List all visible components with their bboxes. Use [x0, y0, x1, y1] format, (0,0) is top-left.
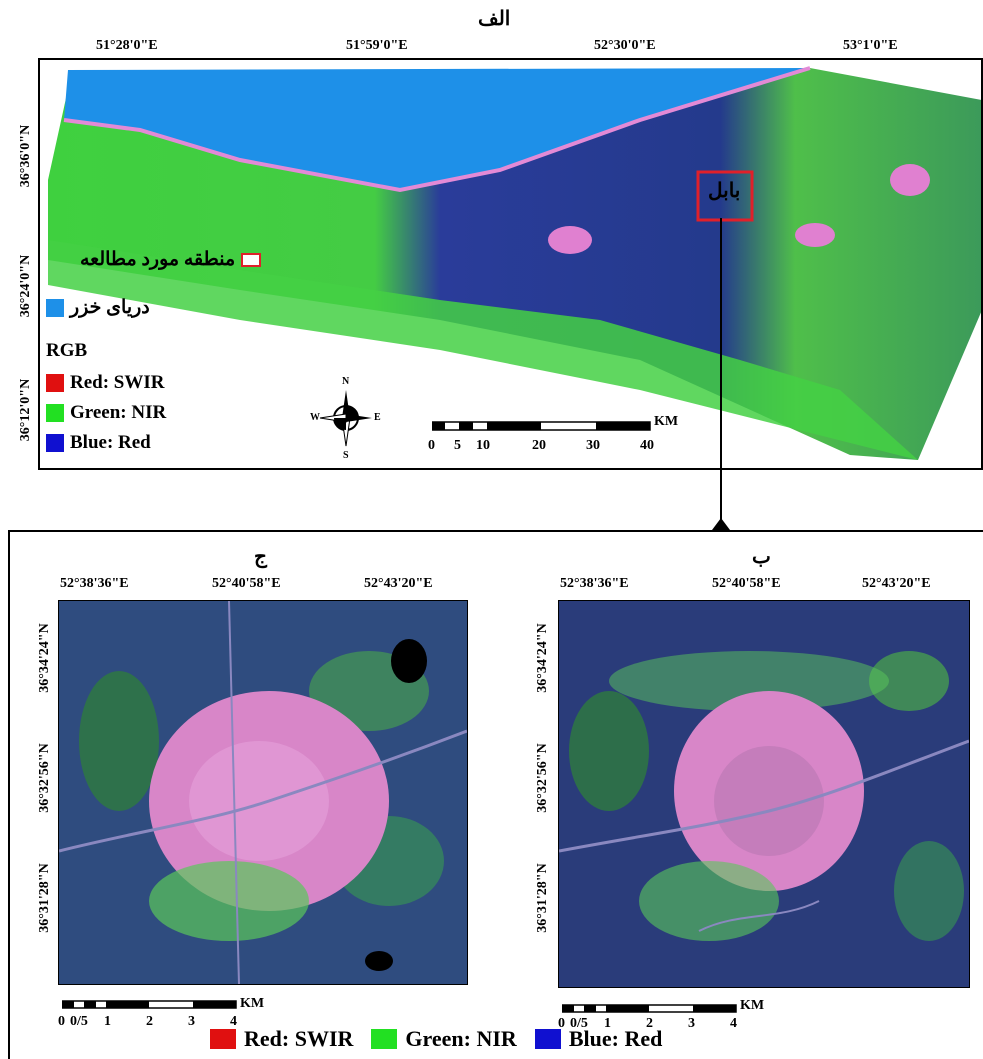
scale-a-tick: 30	[586, 438, 600, 453]
legend-red-label: Red: SWIR	[70, 372, 165, 393]
scale-a-tick: 0	[428, 438, 435, 453]
lat-label-3: 36°12'0"N	[18, 378, 33, 442]
urban-area	[890, 164, 930, 196]
scale-c-unit: KM	[240, 996, 265, 1011]
urban-area	[548, 226, 592, 254]
legend-caspian: دریای خزر	[46, 296, 150, 319]
bottom-red-swatch	[210, 1029, 236, 1049]
lon-label-3: 52°30'0"E	[594, 38, 656, 53]
scale-b-tick: 3	[688, 1016, 695, 1031]
caspian-sea	[64, 68, 810, 190]
panel-b-satellite-map	[559, 601, 969, 987]
b-lon-label-2: 52°40'58"E	[712, 576, 781, 591]
north-arrow-icon: N S W E	[310, 376, 382, 462]
legend-green: Green: NIR	[46, 402, 166, 424]
scale-bar-a	[432, 420, 652, 432]
c-lat-label-2: 36°32'56"N	[37, 743, 52, 813]
scale-b-tick: 0	[558, 1016, 565, 1031]
b-lat-label-2: 36°32'56"N	[535, 743, 550, 813]
red-swatch	[46, 374, 64, 392]
b-lon-label-3: 52°43'20"E	[862, 576, 931, 591]
panel-a-frame	[38, 58, 983, 470]
panel-c-frame	[58, 600, 468, 985]
city-label: بابل	[708, 180, 741, 202]
connector-arrow-icon	[712, 518, 730, 530]
study-area-box	[696, 170, 754, 222]
scale-b-tick: 0/5	[570, 1016, 588, 1031]
scale-b-unit: KM	[740, 998, 765, 1013]
scale-c-tick: 0/5	[70, 1014, 88, 1029]
lat-label-1: 36°36'0"N	[18, 124, 33, 188]
compass-n: N	[342, 376, 350, 387]
scale-bar-b	[562, 1004, 738, 1014]
scale-bar-c	[62, 1000, 238, 1010]
bottom-blue-label: Blue: Red	[568, 1026, 663, 1051]
legend-rgb-title: RGB	[46, 340, 88, 361]
scale-b-tick: 4	[730, 1016, 737, 1031]
lon-label-4: 53°1'0"E	[843, 38, 898, 53]
panel-c-satellite-map	[59, 601, 467, 984]
scale-b-tick: 2	[646, 1016, 653, 1031]
scale-c-tick: 0	[58, 1014, 65, 1029]
b-lon-label-1: 52°38'36"E	[560, 576, 629, 591]
bottom-blue-swatch	[534, 1029, 561, 1049]
urban-area	[795, 223, 835, 247]
scale-a-tick: 40	[640, 438, 654, 453]
c-lat-label-1: 36°34'24"N	[37, 623, 52, 693]
study-area-swatch	[241, 252, 262, 267]
green-swatch	[46, 404, 64, 422]
legend-study-area: منطقه مورد مطالعه	[80, 248, 262, 271]
panel-a-title: الف	[478, 8, 511, 30]
b-lat-label-1: 36°34'24"N	[535, 623, 550, 693]
bottom-green-label: Green: NIR	[405, 1026, 517, 1051]
legend-study-area-label: منطقه مورد مطالعه	[80, 249, 236, 270]
bottom-green-swatch	[371, 1029, 398, 1049]
scale-a-tick: 5	[454, 438, 461, 453]
lower-frame	[8, 530, 983, 1059]
c-lat-label-3: 36°31'28"N	[37, 863, 52, 933]
scale-a-tick: 20	[532, 438, 546, 453]
legend-blue: Blue: Red	[46, 432, 151, 454]
c-lon-label-1: 52°38'36"E	[60, 576, 129, 591]
c-lon-label-2: 52°40'58"E	[212, 576, 281, 591]
bottom-legend: Red: SWIR Green: NIR Blue: Red	[210, 1026, 662, 1052]
legend-caspian-label: دریای خزر	[70, 297, 150, 318]
legend-red: Red: SWIR	[46, 372, 164, 394]
b-lat-label-3: 36°31'28"N	[535, 863, 550, 933]
lat-label-2: 36°24'0"N	[18, 254, 33, 318]
scale-c-tick: 1	[104, 1014, 111, 1029]
legend-green-label: Green: NIR	[70, 402, 167, 423]
c-lon-label-3: 52°43'20"E	[364, 576, 433, 591]
legend-blue-label: Blue: Red	[70, 432, 151, 453]
connector-line	[720, 218, 722, 524]
water-body	[391, 639, 427, 683]
scale-a-tick: 10	[476, 438, 490, 453]
scale-c-tick: 3	[188, 1014, 195, 1029]
scale-a-unit: KM	[654, 414, 679, 429]
caspian-swatch	[46, 298, 64, 317]
panel-b-frame	[558, 600, 970, 988]
panel-c-title: ج	[254, 546, 267, 568]
blue-swatch	[46, 434, 64, 452]
bottom-red-label: Red: SWIR	[244, 1026, 354, 1051]
panel-b-title: ب	[752, 546, 771, 568]
scale-b-tick: 1	[604, 1016, 611, 1031]
compass-w: W	[310, 412, 320, 423]
panel-a-satellite-map	[48, 66, 981, 460]
lon-label-2: 51°59'0"E	[346, 38, 408, 53]
compass-s: S	[343, 450, 349, 461]
lon-label-1: 51°28'0"E	[96, 38, 158, 53]
compass-e: E	[374, 412, 381, 423]
scale-c-tick: 2	[146, 1014, 153, 1029]
scale-c-tick: 4	[230, 1014, 237, 1029]
